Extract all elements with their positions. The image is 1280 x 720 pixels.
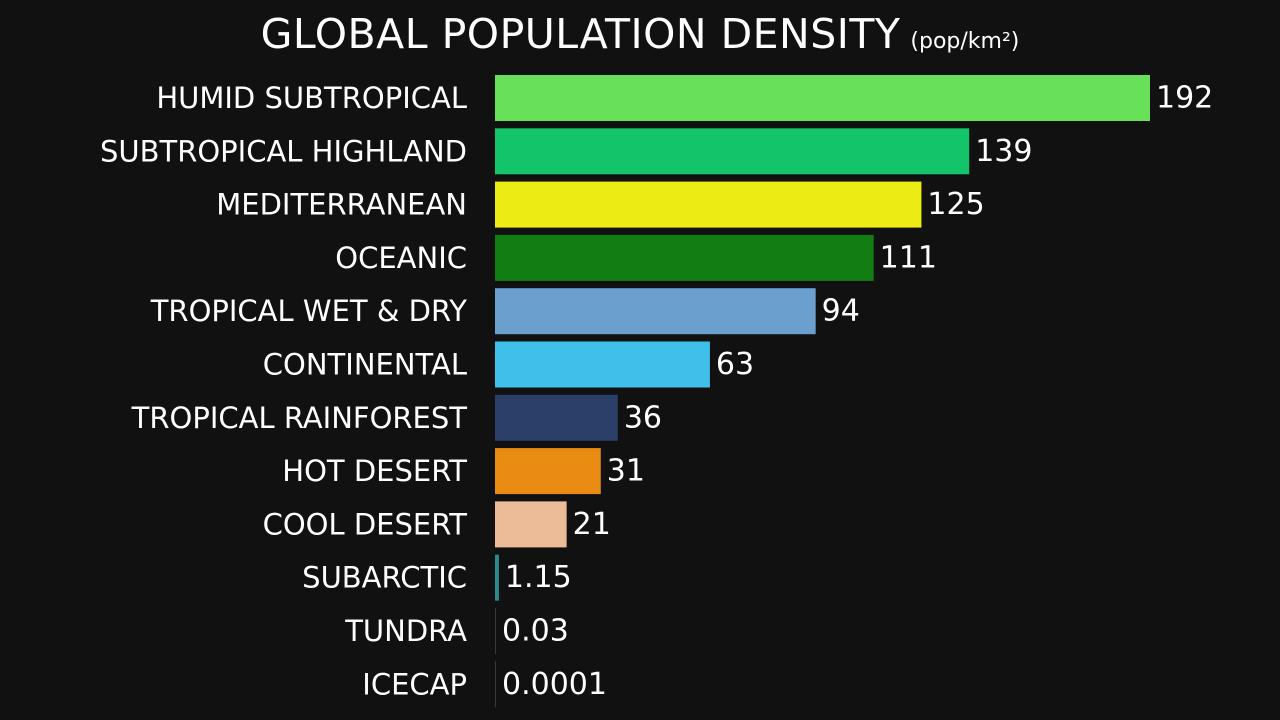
value-label: 0.0001 (502, 667, 607, 702)
value-label: 36 (624, 400, 662, 435)
category-label: MEDITERRANEAN (216, 188, 467, 222)
category-label: OCEANIC (335, 241, 467, 275)
value-label: 21 (573, 507, 611, 542)
value-label: 94 (822, 294, 860, 329)
bar (495, 234, 874, 281)
bar (495, 394, 618, 441)
bar (495, 288, 816, 335)
bar (495, 448, 601, 495)
value-label: 31 (607, 454, 645, 489)
bar (495, 341, 710, 388)
category-label: TROPICAL WET & DRY (150, 294, 468, 328)
bar (495, 661, 496, 708)
category-label: SUBTROPICAL HIGHLAND (100, 134, 467, 168)
bar (495, 128, 970, 175)
chart-title: GLOBAL POPULATION DENSITY (260, 10, 901, 58)
value-label: 111 (880, 240, 937, 275)
value-label: 0.03 (502, 614, 569, 649)
value-label: 139 (975, 134, 1032, 169)
category-label: ICECAP (362, 667, 467, 701)
category-label: TUNDRA (344, 614, 467, 648)
value-label: 125 (927, 187, 984, 222)
value-label: 1.15 (505, 560, 572, 595)
category-label: HUMID SUBTROPICAL (156, 81, 467, 115)
category-label: COOL DESERT (263, 507, 468, 541)
category-label: TROPICAL RAINFOREST (131, 401, 468, 435)
bar (495, 501, 567, 548)
bar (495, 75, 1150, 121)
category-label: SUBARCTIC (302, 561, 467, 595)
category-label: HOT DESERT (282, 454, 467, 488)
value-label: 192 (1156, 81, 1213, 116)
bar (495, 554, 499, 601)
value-label: 63 (716, 347, 754, 382)
bar (495, 608, 496, 654)
category-label: CONTINENTAL (263, 348, 467, 382)
chart-title-row: GLOBAL POPULATION DENSITY (pop/km²) (0, 10, 1280, 58)
chart-unit-label: (pop/km²) (910, 29, 1020, 54)
bar (495, 181, 922, 228)
